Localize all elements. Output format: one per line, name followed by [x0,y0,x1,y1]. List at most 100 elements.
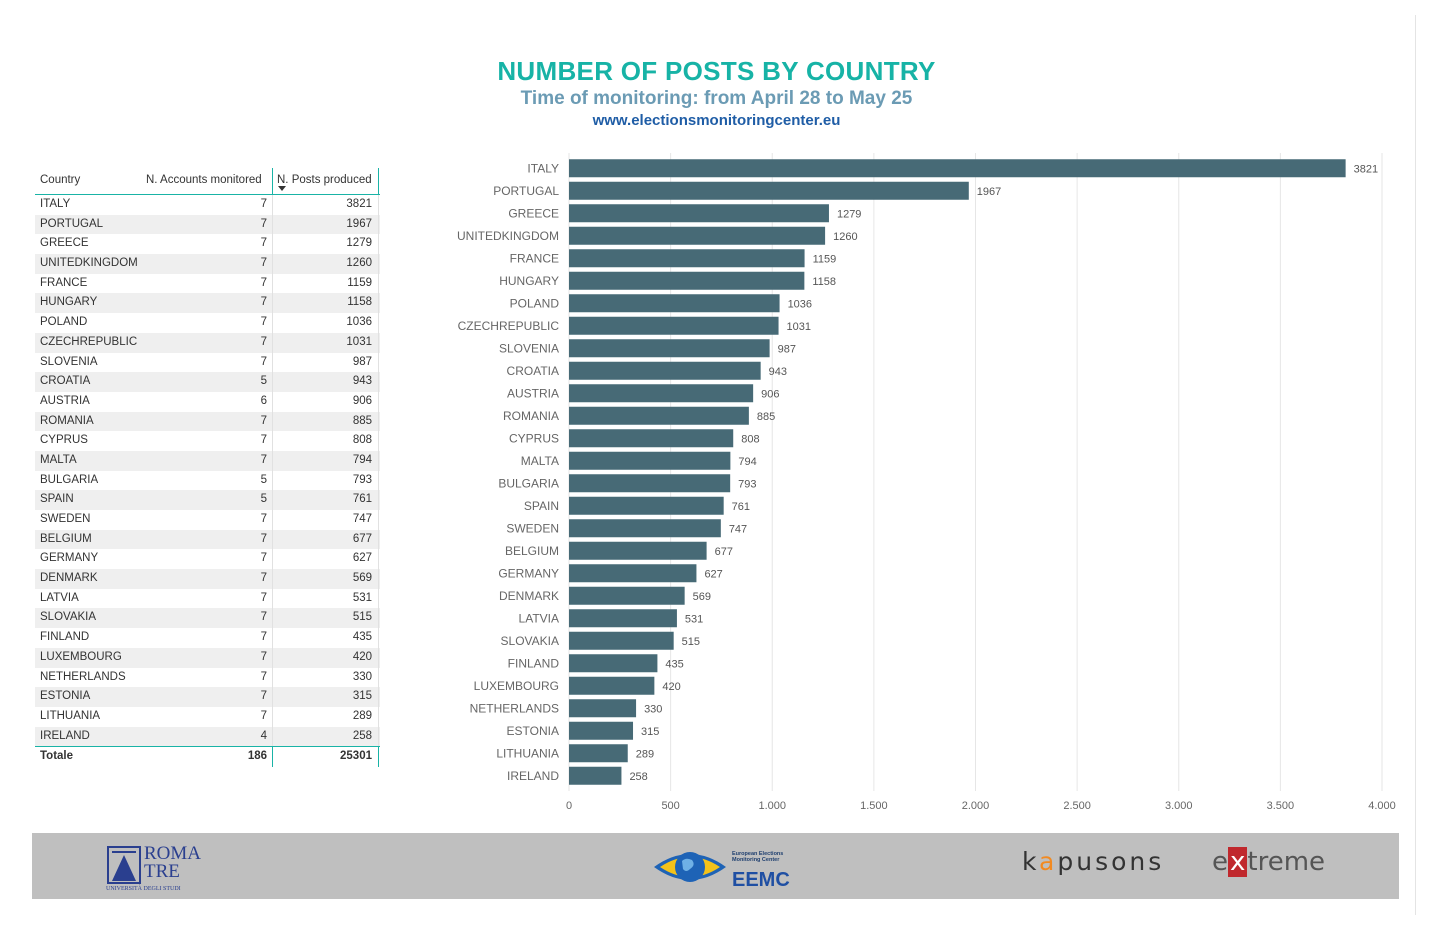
data-label: 435 [665,658,683,670]
cell-accounts: 7 [260,296,267,309]
cell-posts: 420 [352,650,372,663]
cell-divider [378,293,379,314]
bar [569,204,829,223]
x-tick-label: 2.500 [1063,800,1091,812]
data-label: 1036 [788,298,812,310]
cell-divider [272,431,273,451]
table-row: FINLAND 7 435 [35,628,380,648]
cell-divider [378,214,379,235]
cell-country: BELGIUM [40,532,92,545]
bar [569,384,754,403]
table-row: GREECE 7 1279 [35,234,380,255]
cell-divider [272,510,273,530]
category-label: ITALY [527,161,559,175]
col-header-country[interactable]: Country [40,174,81,186]
table-row: HUNGARY 7 1158 [35,293,380,314]
cell-accounts: 7 [260,631,267,644]
cell-posts: 515 [352,611,372,624]
bar [569,721,634,740]
col-header-posts[interactable]: N. Posts produced [277,174,372,186]
cell-posts: 289 [352,709,372,722]
cell-posts: 1967 [346,217,372,230]
table-row: SWEDEN 7 747 [35,510,380,530]
cell-accounts: 7 [260,611,267,624]
table-header: Country N. Accounts monitored N. Posts p… [35,168,380,195]
category-label: NETHERLANDS [470,701,559,715]
cell-country: ESTONIA [40,690,91,703]
cell-country: UNITEDKINGDOM [40,257,138,270]
col-header-accounts[interactable]: N. Accounts monitored [146,174,262,186]
extreme-logo: extreme [1212,847,1326,877]
table-total-row: Totale 186 25301 [35,746,380,768]
cell-divider [378,569,379,589]
cell-country: LUXEMBOURG [40,650,122,663]
sort-desc-icon[interactable] [278,186,286,191]
cell-country: POLAND [40,316,88,329]
category-label: SLOVAKIA [501,634,559,648]
category-label: LITHUANIA [496,746,559,760]
cell-posts: 808 [352,434,372,447]
table-row: SPAIN 5 761 [35,490,380,510]
category-label: LUXEMBOURG [474,679,559,693]
cell-divider [272,411,273,432]
data-label: 330 [644,703,662,715]
table-row: SLOVAKIA 7 515 [35,608,380,629]
cell-posts: 258 [352,729,372,742]
bar [569,496,724,515]
cell-accounts: 7 [260,316,267,329]
category-label: SLOVENIA [499,341,559,355]
cell-accounts: 5 [260,375,267,388]
cell-accounts: 6 [260,394,267,407]
data-label: 906 [761,388,779,400]
x-tick-label: 0 [566,800,572,812]
cell-posts: 987 [352,355,372,368]
cell-divider [378,529,379,550]
cell-accounts: 7 [260,709,267,722]
cell-divider [378,706,379,727]
cell-posts: 569 [352,572,372,585]
cell-divider [378,411,379,432]
cell-country: SLOVENIA [40,355,98,368]
bar [569,316,779,335]
category-label: UNITEDKINGDOM [457,229,559,243]
cell-divider [272,332,273,353]
cell-accounts: 7 [260,453,267,466]
bar [569,294,780,313]
table-row: BULGARIA 5 793 [35,470,380,491]
table-row: DENMARK 7 569 [35,569,380,589]
cell-divider [272,490,273,510]
cell-country: ITALY [40,198,71,210]
cell-divider [272,372,273,392]
table-row: CYPRUS 7 808 [35,431,380,451]
category-label: FRANCE [510,251,559,265]
cell-country: SPAIN [40,493,74,506]
cell-posts: 906 [352,394,372,407]
data-label: 569 [693,591,711,603]
data-label: 793 [738,478,756,490]
chart-title: NUMBER OF POSTS BY COUNTRY [497,56,936,86]
cell-accounts: 7 [260,217,267,230]
cell-accounts: 7 [260,650,267,663]
table-row: MALTA 7 794 [35,450,380,471]
table-row: CZECHREPUBLIC 7 1031 [35,332,380,353]
data-label: 987 [778,343,796,355]
data-label: 761 [732,501,750,513]
data-label: 515 [682,636,700,648]
bar [569,474,731,493]
footer-logos: ROMA TRE UNIVERSITÀ DEGLI STUDI European… [32,833,1399,899]
x-tick-label: 3.000 [1165,800,1193,812]
website-link[interactable]: www.electionsmonitoringcenter.eu [592,112,841,129]
x-tick-label: 4.000 [1368,800,1396,812]
data-label: 1031 [787,321,811,333]
roma-tre-logo: ROMA TRE UNIVERSITÀ DEGLI STUDI [106,844,201,892]
table-row: CROATIA 5 943 [35,372,380,392]
cell-accounts: 7 [260,532,267,545]
bar [569,699,637,718]
table-row: ITALY 7 3821 [35,195,380,215]
category-label: MALTA [521,454,559,468]
cell-country: SWEDEN [40,513,91,525]
cell-divider [272,273,273,294]
x-tick-label: 3.500 [1267,800,1295,812]
cell-divider [378,726,379,747]
cell-divider [272,195,273,215]
